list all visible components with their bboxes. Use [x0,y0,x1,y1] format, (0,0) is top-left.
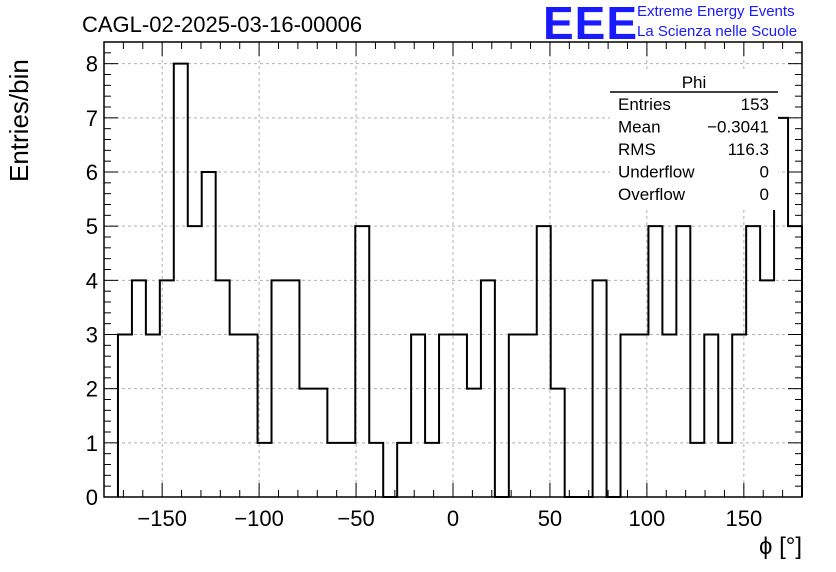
y-tick-label: 0 [86,485,98,510]
stats-value: 0 [760,163,769,182]
x-axis-label: ϕ [°] [758,533,802,560]
y-tick-label: 4 [86,268,98,293]
stats-box: Phi Entries 153 Mean −0.3041 RMS 116.3 Underflo… [610,70,778,210]
stats-label: Underflow [618,163,695,182]
logo-line-1: Extreme Energy Events [637,3,795,20]
stats-value: 0 [760,185,769,204]
stats-label: Entries [618,95,671,114]
eee-logo: EEE [543,0,639,49]
logo-line-2: La Scienza nelle Scuole [637,23,798,40]
stats-background [610,70,778,210]
x-tick-label: −100 [234,506,284,531]
y-tick-label: 5 [86,214,98,239]
x-tick-label: 150 [725,506,762,531]
plot-title: CAGL-02-2025-03-16-00006 [82,12,363,37]
axis-ticks [103,42,803,498]
y-axis-label: Entries/bin [4,59,34,182]
histogram-step [116,62,803,498]
tick-labels: −150 −100 −50 0 50 100 150 0 1 2 3 4 5 6 7 8 [86,52,762,531]
y-tick-label: 8 [86,52,98,77]
stats-label: Overflow [618,185,686,204]
histogram-line [116,62,803,498]
y-tick-label: 7 [86,106,98,131]
x-tick-label: −50 [337,506,374,531]
stats-value: 153 [741,95,769,114]
stats-label: RMS [618,140,656,159]
y-tick-label: 2 [86,377,98,402]
x-tick-label: 100 [629,506,666,531]
stats-title: Phi [682,73,707,92]
x-tick-label: −150 [137,506,187,531]
stats-label: Mean [618,118,661,137]
stats-value: −0.3041 [707,118,769,137]
y-tick-label: 1 [86,431,98,456]
x-tick-label: 50 [538,506,562,531]
stats-value: 116.3 [728,140,769,159]
y-tick-label: 6 [86,160,98,185]
y-tick-label: 3 [86,323,98,348]
x-tick-label: 0 [447,506,459,531]
